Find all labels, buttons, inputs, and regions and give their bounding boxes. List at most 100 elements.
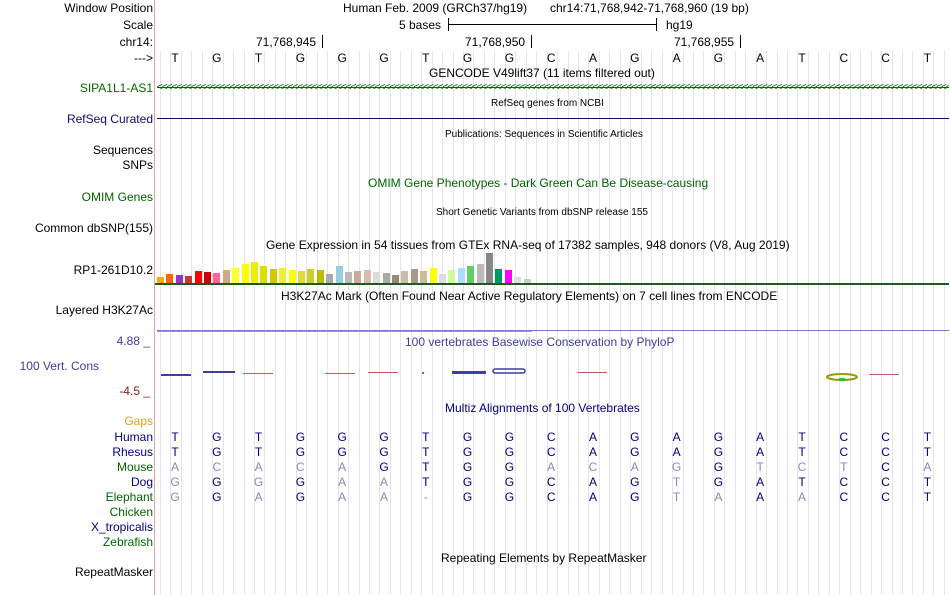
gtex-bar[interactable] xyxy=(514,277,522,283)
gencode-gene-line[interactable] xyxy=(157,87,949,88)
rmsk-label[interactable]: RepeatMasker xyxy=(74,565,153,579)
gtex-bar[interactable] xyxy=(354,271,362,283)
gtex-bar[interactable] xyxy=(439,274,446,283)
gtex-bar[interactable] xyxy=(429,268,437,283)
multiz-title[interactable]: Multiz Alignments of 100 Vertebrates xyxy=(445,401,640,415)
omim-title[interactable]: OMIM Gene Phenotypes - Dark Green Can Be… xyxy=(368,176,709,190)
gtex-bar[interactable] xyxy=(420,271,428,283)
grid-line xyxy=(306,51,307,595)
gtex-label[interactable]: RP1-261D10.2 xyxy=(73,263,153,277)
species-label[interactable]: Mouse xyxy=(116,460,153,474)
gtex-bar[interactable] xyxy=(523,279,531,283)
grid-line xyxy=(400,51,401,595)
gtex-bar[interactable] xyxy=(495,269,503,283)
alignment-base: G xyxy=(713,475,724,489)
phylop-mark xyxy=(368,372,398,373)
species-label[interactable]: Human xyxy=(114,430,153,444)
gtex-bar[interactable] xyxy=(448,270,456,283)
alignment-base: T xyxy=(254,445,263,459)
gtex-bar[interactable] xyxy=(232,268,240,283)
alignment-base: A xyxy=(254,460,263,474)
gtex-bar[interactable] xyxy=(269,269,277,283)
gencode-item-label[interactable]: SIPA1L1-AS1 xyxy=(79,81,153,95)
gtex-bar[interactable] xyxy=(335,266,343,283)
grid-line xyxy=(777,51,778,595)
phylop-title[interactable]: 100 vertebrates Basewise Conservation by… xyxy=(405,335,675,349)
alignment-base: G xyxy=(630,430,640,444)
gtex-bar[interactable] xyxy=(504,270,512,283)
alignment-base: G xyxy=(504,490,515,504)
gtex-bar[interactable] xyxy=(363,270,371,283)
alignment-base: A xyxy=(338,490,347,504)
gtex-bar[interactable] xyxy=(260,266,268,283)
phylop-label[interactable]: 100 Vert. Cons xyxy=(19,359,99,373)
gtex-bar[interactable] xyxy=(279,268,287,283)
gtex-bar[interactable] xyxy=(316,270,324,283)
publications-title[interactable]: Publications: Sequences in Scientific Ar… xyxy=(445,129,643,140)
phylop-mark xyxy=(243,373,273,374)
gtex-bar[interactable] xyxy=(185,276,193,283)
gtex-bar[interactable] xyxy=(401,271,409,283)
alignment-base: C xyxy=(546,475,556,489)
dbsnp-title[interactable]: Short Genetic Variants from dbSNP releas… xyxy=(436,207,648,218)
gtex-bar[interactable] xyxy=(175,275,183,283)
gtex-bar[interactable] xyxy=(410,269,418,283)
gtex-bar[interactable] xyxy=(307,269,315,283)
gtex-bar[interactable] xyxy=(288,270,296,283)
species-label[interactable]: Dog xyxy=(130,475,153,489)
gtex-bar[interactable] xyxy=(166,274,174,283)
h3k27ac-label[interactable]: Layered H3K27Ac xyxy=(55,303,153,317)
snps-label[interactable]: SNPs xyxy=(122,158,153,172)
base-letter: G xyxy=(504,51,515,65)
refseq-title[interactable]: RefSeq genes from NCBI xyxy=(491,98,604,109)
gaps-label[interactable]: Gaps xyxy=(124,414,153,428)
gtex-bar[interactable] xyxy=(222,270,230,283)
gtex-title[interactable]: Gene Expression in 54 tissues from GTEx … xyxy=(266,238,790,252)
gtex-bar[interactable] xyxy=(213,273,221,283)
alignment-base: T xyxy=(171,430,179,444)
omim-label[interactable]: OMIM Genes xyxy=(81,190,153,204)
gtex-bar[interactable] xyxy=(157,277,164,283)
alignment-base: T xyxy=(798,475,806,489)
gtex-bar[interactable] xyxy=(204,272,211,283)
alignment-base: G xyxy=(630,490,640,504)
alignment-base: C xyxy=(296,460,305,474)
sequences-label[interactable]: Sequences xyxy=(92,143,153,157)
grid-line xyxy=(181,51,182,595)
gtex-bar[interactable] xyxy=(345,272,352,283)
species-label[interactable]: X_tropicalis xyxy=(90,520,153,534)
gtex-bar[interactable] xyxy=(392,275,399,283)
gtex-bar[interactable] xyxy=(298,271,305,283)
grid-line xyxy=(881,51,882,595)
species-label[interactable]: Rhesus xyxy=(112,445,153,459)
gtex-bar[interactable] xyxy=(373,272,381,283)
species-label[interactable]: Zebrafish xyxy=(102,535,153,549)
gencode-title[interactable]: GENCODE V49lift37 (11 items filtered out… xyxy=(429,66,655,80)
phylop-plot[interactable] xyxy=(157,364,949,384)
refseq-label[interactable]: RefSeq Curated xyxy=(66,112,153,126)
species-label[interactable]: Chicken xyxy=(109,505,153,519)
rmsk-title[interactable]: Repeating Elements by RepeatMasker xyxy=(441,551,647,565)
gtex-bar[interactable] xyxy=(486,253,493,283)
ruler-tick-mark-3 xyxy=(740,35,741,48)
gtex-bar-chart[interactable] xyxy=(157,251,557,283)
gtex-bar[interactable] xyxy=(382,273,390,283)
alignment-base: C xyxy=(839,475,849,489)
dbsnp-label[interactable]: Common dbSNP(155) xyxy=(34,221,153,235)
refseq-gene-line[interactable] xyxy=(157,118,949,119)
alignment-base: C xyxy=(797,460,807,474)
gtex-bar[interactable] xyxy=(241,264,249,283)
grid-line xyxy=(359,51,360,595)
phylop-min-label: -4.5 _ xyxy=(119,384,150,398)
gtex-bar[interactable] xyxy=(467,266,475,283)
gtex-bar[interactable] xyxy=(251,262,258,283)
alignment-base: G xyxy=(462,430,473,444)
species-label[interactable]: Elephant xyxy=(105,490,153,504)
gtex-bar[interactable] xyxy=(326,274,334,283)
h3k27ac-title[interactable]: H3K27Ac Mark (Often Found Near Active Re… xyxy=(281,289,778,303)
gtex-bar[interactable] xyxy=(194,271,202,283)
base-letter: T xyxy=(171,51,179,65)
gtex-bar[interactable] xyxy=(457,268,465,283)
gtex-bar[interactable] xyxy=(476,264,484,283)
grid-line xyxy=(296,51,297,595)
